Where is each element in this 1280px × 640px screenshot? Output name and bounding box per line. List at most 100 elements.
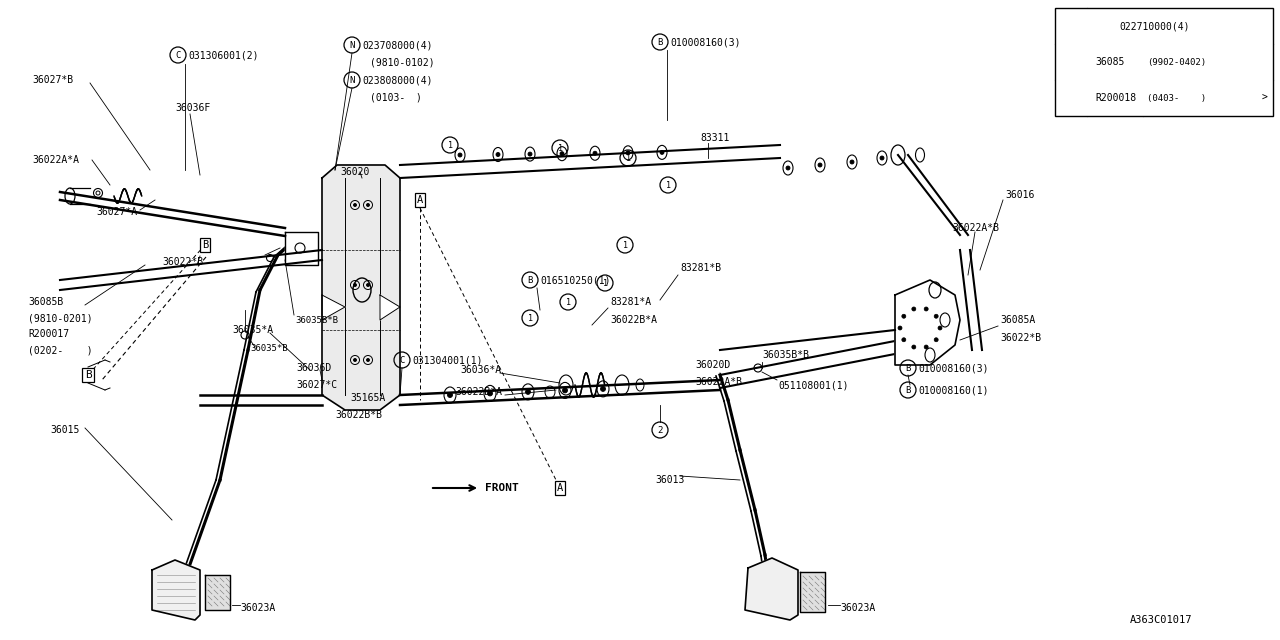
Text: 1: 1 — [558, 143, 562, 152]
Ellipse shape — [660, 150, 664, 154]
Text: (0202-    ): (0202- ) — [28, 345, 92, 355]
Text: 36016: 36016 — [1005, 190, 1034, 200]
Text: 36027*B: 36027*B — [32, 75, 73, 85]
Text: B: B — [905, 385, 910, 394]
Ellipse shape — [938, 326, 942, 330]
Text: (9810-0201): (9810-0201) — [28, 313, 92, 323]
Text: A363C01017: A363C01017 — [1130, 615, 1193, 625]
Text: 031306001(2): 031306001(2) — [188, 50, 259, 60]
Ellipse shape — [600, 387, 605, 392]
Ellipse shape — [818, 163, 822, 167]
Ellipse shape — [593, 151, 596, 156]
Text: 36085: 36085 — [1094, 57, 1124, 67]
Polygon shape — [205, 575, 230, 610]
Text: 36036F: 36036F — [175, 103, 210, 113]
Text: 36022*B: 36022*B — [1000, 333, 1041, 343]
Text: 023708000(4): 023708000(4) — [362, 40, 433, 50]
Ellipse shape — [366, 284, 370, 287]
Ellipse shape — [899, 326, 902, 330]
Polygon shape — [380, 295, 401, 320]
Ellipse shape — [626, 151, 630, 155]
Text: 1: 1 — [622, 241, 627, 250]
Text: 1: 1 — [626, 154, 631, 163]
Text: 051108001(1): 051108001(1) — [778, 380, 849, 390]
Text: 010008160(3): 010008160(3) — [918, 363, 988, 373]
Text: B: B — [905, 364, 910, 372]
Text: >: > — [1262, 93, 1268, 103]
Polygon shape — [323, 165, 401, 410]
Ellipse shape — [448, 392, 453, 397]
Polygon shape — [323, 295, 346, 320]
Text: 1: 1 — [666, 180, 671, 189]
Text: 1: 1 — [448, 141, 453, 150]
Ellipse shape — [562, 388, 567, 393]
Text: B: B — [84, 370, 91, 380]
Ellipse shape — [366, 204, 370, 207]
Text: 83311: 83311 — [700, 133, 730, 143]
Text: 1: 1 — [527, 314, 532, 323]
Text: 83281*B: 83281*B — [680, 263, 721, 273]
Text: 36022*B: 36022*B — [163, 257, 204, 267]
Ellipse shape — [786, 166, 790, 170]
Text: B: B — [527, 275, 532, 285]
Text: 36035B*B: 36035B*B — [762, 350, 809, 360]
Text: FRONT: FRONT — [485, 483, 518, 493]
Text: N: N — [1105, 22, 1110, 31]
Polygon shape — [285, 232, 317, 265]
Text: 36022A*B: 36022A*B — [952, 223, 998, 233]
Text: 36036*A: 36036*A — [460, 365, 502, 375]
Ellipse shape — [353, 358, 357, 362]
Text: 36036D: 36036D — [296, 363, 332, 373]
Ellipse shape — [850, 160, 854, 164]
Text: 36020: 36020 — [340, 167, 370, 177]
Text: 36022B*B: 36022B*B — [335, 410, 381, 420]
Text: 023808000(4): 023808000(4) — [362, 75, 433, 85]
Ellipse shape — [924, 307, 928, 311]
Text: 36085B: 36085B — [28, 297, 63, 307]
Text: 36035*A: 36035*A — [232, 325, 273, 335]
Ellipse shape — [902, 338, 906, 342]
Text: A: A — [557, 483, 563, 493]
Bar — [1055, 8, 1274, 116]
Text: 36020D: 36020D — [695, 360, 731, 370]
Text: 36085A: 36085A — [1000, 315, 1036, 325]
Text: 36027*C: 36027*C — [296, 380, 337, 390]
Text: 36035*B: 36035*B — [250, 344, 288, 353]
Text: 36035B*B: 36035B*B — [294, 316, 338, 324]
Polygon shape — [895, 280, 960, 365]
Text: C: C — [175, 51, 180, 60]
Ellipse shape — [561, 152, 564, 156]
Text: 2: 2 — [1069, 58, 1074, 67]
Polygon shape — [745, 558, 797, 620]
Text: 010008160(3): 010008160(3) — [669, 37, 741, 47]
Text: A: A — [417, 195, 424, 205]
Text: R200018: R200018 — [1094, 93, 1137, 103]
Text: (9810-0102): (9810-0102) — [370, 57, 435, 67]
Text: (9902-0402): (9902-0402) — [1147, 58, 1206, 67]
Text: C: C — [399, 355, 404, 365]
Text: 36022A*B: 36022A*B — [695, 377, 742, 387]
Text: 36023A: 36023A — [840, 603, 876, 613]
Ellipse shape — [911, 345, 915, 349]
Ellipse shape — [934, 338, 938, 342]
Text: 83281*A: 83281*A — [611, 297, 652, 307]
Text: (0103-: (0103- — [370, 92, 406, 102]
Text: 031304001(1): 031304001(1) — [412, 355, 483, 365]
Polygon shape — [152, 560, 200, 620]
Ellipse shape — [902, 314, 906, 318]
Text: 36022B*A: 36022B*A — [454, 387, 502, 397]
Text: B: B — [202, 240, 209, 250]
Ellipse shape — [366, 358, 370, 362]
Ellipse shape — [934, 314, 938, 318]
Text: 36015: 36015 — [50, 425, 79, 435]
Text: 1: 1 — [1069, 22, 1074, 31]
Text: 016510250(1): 016510250(1) — [540, 275, 611, 285]
Text: 2: 2 — [658, 426, 663, 435]
Text: ): ) — [415, 92, 421, 102]
Text: 36022B*A: 36022B*A — [611, 315, 657, 325]
Text: (0403-    ): (0403- ) — [1147, 93, 1206, 102]
Ellipse shape — [911, 307, 915, 311]
Ellipse shape — [458, 153, 462, 157]
Ellipse shape — [924, 345, 928, 349]
Ellipse shape — [497, 152, 500, 157]
